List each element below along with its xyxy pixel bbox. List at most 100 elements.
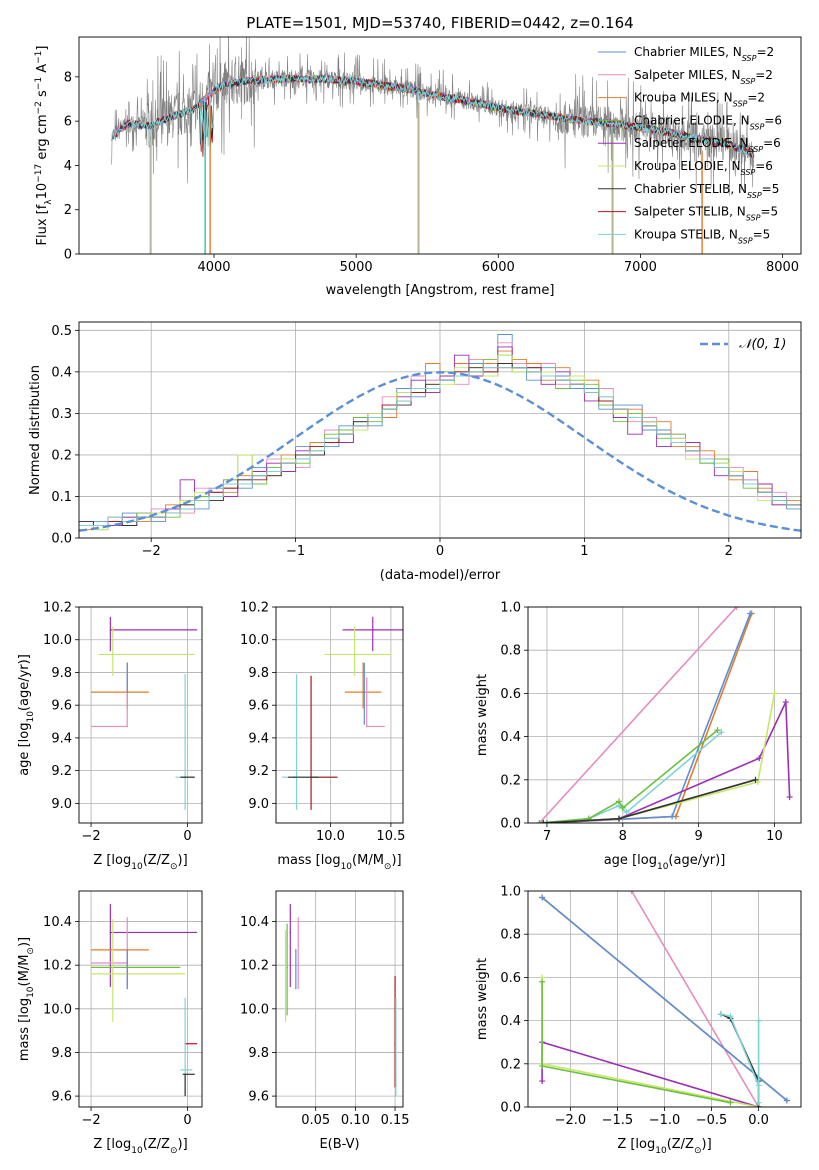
weight-marker-salpeter_elodie [782,699,789,706]
label-part: )] [391,853,401,868]
legend-text: Chabrier ELODIE, N [634,113,750,127]
label-part: ⊙ [170,862,178,872]
y-tick-label: 8 [64,70,72,85]
x-tick-label: 0 [436,544,444,559]
legend-label-kroupa_stelib: Kroupa STELIB, NSSP=5 [634,227,770,245]
x-tick-label: 1 [580,544,588,559]
label-part: (M/M [352,853,384,868]
x-tick-label: 0.10 [341,1113,370,1128]
legend-label-salpeter_elodie: Salpeter ELODIE, NSSP=6 [634,136,781,154]
legend-sub: SSP [733,99,748,108]
y-tick-label: 0.2 [500,773,521,788]
x-tick-label: −1.0 [649,1113,681,1128]
gaussian-curve [79,371,801,532]
label-part: (M/M [17,955,32,987]
age_vs_Z-panel: −2 09.09.29.49.69.810.010.2Z [log10(Z/Z⊙)… [17,601,203,872]
point-kroupa_elodie [284,973,287,975]
x-tick-label: 2 [725,544,733,559]
axes-frame [275,606,404,824]
label-part: ⊙ [694,1146,702,1156]
weight-marker-kroupa_stelib [717,1011,724,1018]
point-salpeter_elodie [289,931,292,934]
legend-label-salpeter_miles: Salpeter MILES, NSSP=2 [634,68,773,86]
label-part: (age/yr)] [17,654,32,711]
y-tick-label: 9.6 [51,1090,72,1105]
x-tick-label: 0.15 [381,1113,410,1128]
weight-marker-chabrier_stelib [616,815,622,822]
legend-sub: SSP [750,122,765,131]
label-part: ⊙ [384,862,392,872]
mass_weight_vs_Z-panel: −2.0 −1.5 −1.0 −0.5 0.0 0.0 0.2 0.4 0.6 0.8 1.0 Z [… [475,885,802,1156]
legend-label-salpeter_stelib: Salpeter STELIB, NSSP=5 [634,205,778,223]
mass_vs_ebv-xlabel: E(B-V) [319,1137,359,1152]
legend-text: Chabrier STELIB, N [634,182,747,196]
axes-frame [78,606,203,824]
weight-line-salpeter_miles [538,607,738,823]
x-tick-label: −2 [81,1113,100,1128]
legend-suffix: =5 [760,205,778,219]
label-part: −17 [34,164,44,183]
x-tick-label: 0.0 [748,1113,769,1128]
y-tick-label: 10.4 [240,915,269,930]
legend-sub: SSP [747,190,762,199]
observed-spectrum [111,37,755,196]
weight-marker-chabrier_elodie [619,804,626,811]
y-tick-label: 10.0 [240,1002,269,1017]
legend-text: Kroupa ELODIE, N [634,159,741,173]
weight-marker-chabrier_elodie [539,1062,546,1069]
axes-frame [527,606,802,824]
y-tick-label: 9.4 [248,731,269,746]
point-chabrier_elodie [286,966,288,969]
point-kroupa_elodie [111,653,114,656]
legend-suffix: =2 [747,91,765,105]
label-part: 10 [26,711,36,723]
age_vs_mass-xlabel: mass [log10(M/M⊙)] [277,853,401,872]
y-tick-label: 0.3 [51,407,72,422]
mass_weight_vs_age-xlabel: age [log10(age/yr)] [604,853,726,872]
label-part: −1 [34,77,44,90]
y-tick-label: 0.6 [500,971,521,986]
weight-marker-chabrier_elodie [539,978,546,985]
weight-marker-kroupa_stelib [755,1017,762,1024]
histogram-kroupa_stelib [79,367,801,538]
mass_weight_vs_Z-lines [539,891,790,1107]
label-part: (Z/Z [143,1137,170,1152]
label-part: ⊙ [170,1146,178,1156]
legend-sub: SSP [746,213,761,222]
label-part: mass [log [277,853,340,868]
y-tick-label: 9.4 [51,731,72,746]
y-tick-label: 10.2 [43,959,72,974]
mass_vs_Z-ylabel: mass [log10(M/M⊙)] [17,937,36,1061]
y-tick-label: 0.0 [500,817,521,832]
y-tick-label: 9.8 [248,1046,269,1061]
label-part: 10 [131,862,143,872]
legend-label-gaussian: 𝒩(0, 1) [739,337,786,352]
y-tick-label: 0.0 [51,532,72,547]
y-tick-label: 10.2 [43,601,72,616]
legend-suffix: =6 [764,113,782,127]
weight-line-chabrier_miles [541,896,788,1102]
y-tick-label: 1.0 [500,601,521,616]
y-tick-label: 0.8 [500,928,521,943]
label-part: )] [17,937,32,947]
x-tick-label: 0.05 [301,1113,330,1128]
weight-marker-chabrier_elodie [536,820,543,823]
y-tick-label: 9.0 [248,797,269,812]
y-tick-label: 2 [64,203,72,218]
axes-frame [527,890,802,1108]
label-part: s [35,90,50,101]
weight-marker-chabrier_elodie [727,1099,734,1106]
y-tick-label: 0.4 [500,730,521,745]
residuals-xlabel: (data-model)/error [380,568,501,583]
legend-label-chabrier_elodie: Chabrier ELODIE, NSSP=6 [634,113,782,130]
weight-marker-salpeter_elodie [539,1078,546,1085]
point-salpeter_miles [365,725,368,728]
point-kroupa_miles [362,691,364,693]
point-chabrier_stelib [184,776,186,778]
legend-text: Salpeter STELIB, N [634,205,746,219]
x-tick-label: −2.0 [555,1113,587,1128]
point-kroupa_stelib [395,1069,397,1071]
label-part: (Z/Z [143,853,170,868]
